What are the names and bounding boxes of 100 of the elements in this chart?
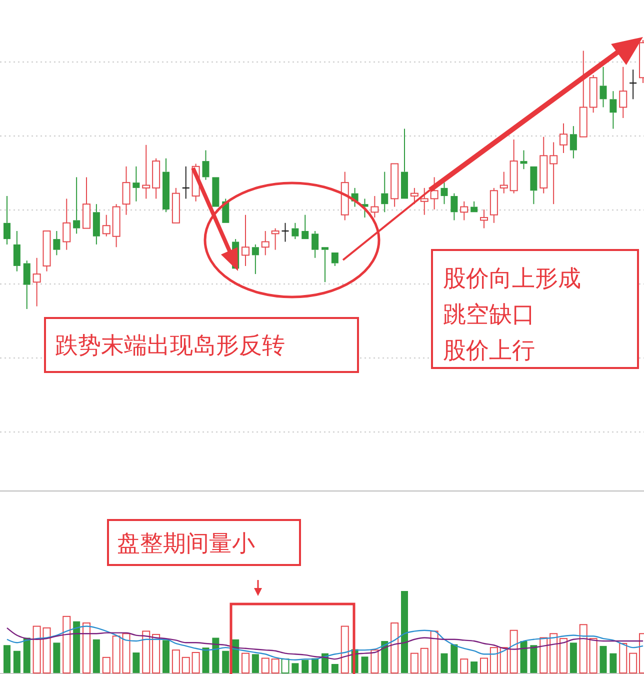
bar (13, 650, 20, 673)
candlestick (62, 198, 71, 250)
candlestick (142, 144, 150, 200)
bar (122, 633, 130, 674)
bar (162, 640, 170, 673)
candlestick (102, 214, 110, 237)
bar (370, 650, 379, 674)
candlestick (420, 187, 428, 216)
bar (430, 630, 438, 674)
bar (381, 641, 388, 673)
candlestick (550, 142, 558, 205)
bar (242, 652, 250, 674)
bar (292, 663, 299, 673)
bar (331, 664, 338, 673)
bar (470, 662, 478, 673)
candlestick (540, 136, 548, 194)
candlestick (312, 230, 319, 258)
bar (510, 630, 518, 674)
bar (610, 653, 617, 673)
candlestick (112, 204, 120, 248)
bar (480, 658, 488, 674)
annotation: 股价向上形成 (443, 266, 581, 292)
candlestick (122, 166, 130, 216)
candlestick (53, 230, 60, 256)
candlestick (381, 171, 388, 213)
bar (440, 653, 448, 673)
candlestick (4, 196, 10, 245)
candlestick (73, 176, 80, 234)
bar (410, 652, 418, 674)
bar (222, 650, 230, 673)
candlestick (23, 260, 30, 310)
bar (619, 642, 628, 674)
candlestick (162, 158, 170, 213)
bar (212, 638, 220, 673)
bar (550, 633, 558, 674)
bar (520, 641, 528, 673)
bar (420, 648, 428, 674)
candlestick (520, 150, 528, 170)
bar (261, 658, 270, 674)
bar (390, 622, 399, 674)
text: 跌势末端出现岛形反转 (55, 333, 285, 359)
bar (112, 636, 120, 674)
bar (401, 591, 408, 673)
candlestick (252, 244, 259, 275)
candlestick (510, 139, 518, 194)
bar (271, 658, 280, 674)
bar (589, 638, 598, 674)
candlestick (500, 171, 508, 194)
bar (252, 654, 259, 673)
candlestick (560, 122, 568, 154)
bar (32, 626, 41, 674)
text: 盘整期间量小 (117, 531, 255, 557)
bar (600, 646, 607, 673)
bar (172, 650, 180, 674)
candlestick (92, 204, 100, 245)
bar (82, 622, 90, 674)
bar (312, 658, 319, 673)
bar (579, 624, 588, 674)
bar (540, 637, 548, 674)
candlestick (460, 200, 468, 221)
bar (500, 647, 508, 674)
bar (192, 652, 200, 674)
bar (490, 647, 498, 674)
bar (73, 621, 80, 673)
bar (340, 626, 349, 674)
candlestick (619, 66, 628, 119)
bar (281, 658, 290, 674)
bar (53, 642, 60, 673)
candlestick (292, 222, 299, 240)
candlestick (440, 182, 448, 205)
bar (361, 656, 368, 673)
bar (450, 644, 458, 673)
candlestick (480, 208, 488, 229)
candlestick (132, 166, 140, 202)
bar (152, 634, 160, 674)
bar (570, 642, 577, 673)
bar (182, 656, 190, 674)
candlestick (600, 66, 607, 108)
bar (23, 638, 30, 673)
candlestick (370, 196, 379, 218)
bar (4, 645, 10, 673)
bar (42, 627, 51, 674)
bar (530, 645, 538, 673)
candlestick (610, 90, 617, 130)
bar (302, 660, 309, 673)
bar (629, 652, 638, 674)
bar (202, 648, 210, 673)
bar (142, 630, 150, 674)
bar (102, 656, 110, 674)
text: 股价上行 (443, 338, 535, 364)
candlestick (450, 192, 458, 221)
candlestick (242, 214, 250, 266)
candlestick (570, 126, 577, 159)
candlestick (13, 230, 20, 272)
bar (560, 638, 568, 674)
candlestick (202, 150, 210, 180)
bar (62, 616, 71, 674)
bar (132, 652, 140, 673)
bar (460, 658, 468, 674)
annotation: 跳空缺口 (443, 302, 535, 328)
